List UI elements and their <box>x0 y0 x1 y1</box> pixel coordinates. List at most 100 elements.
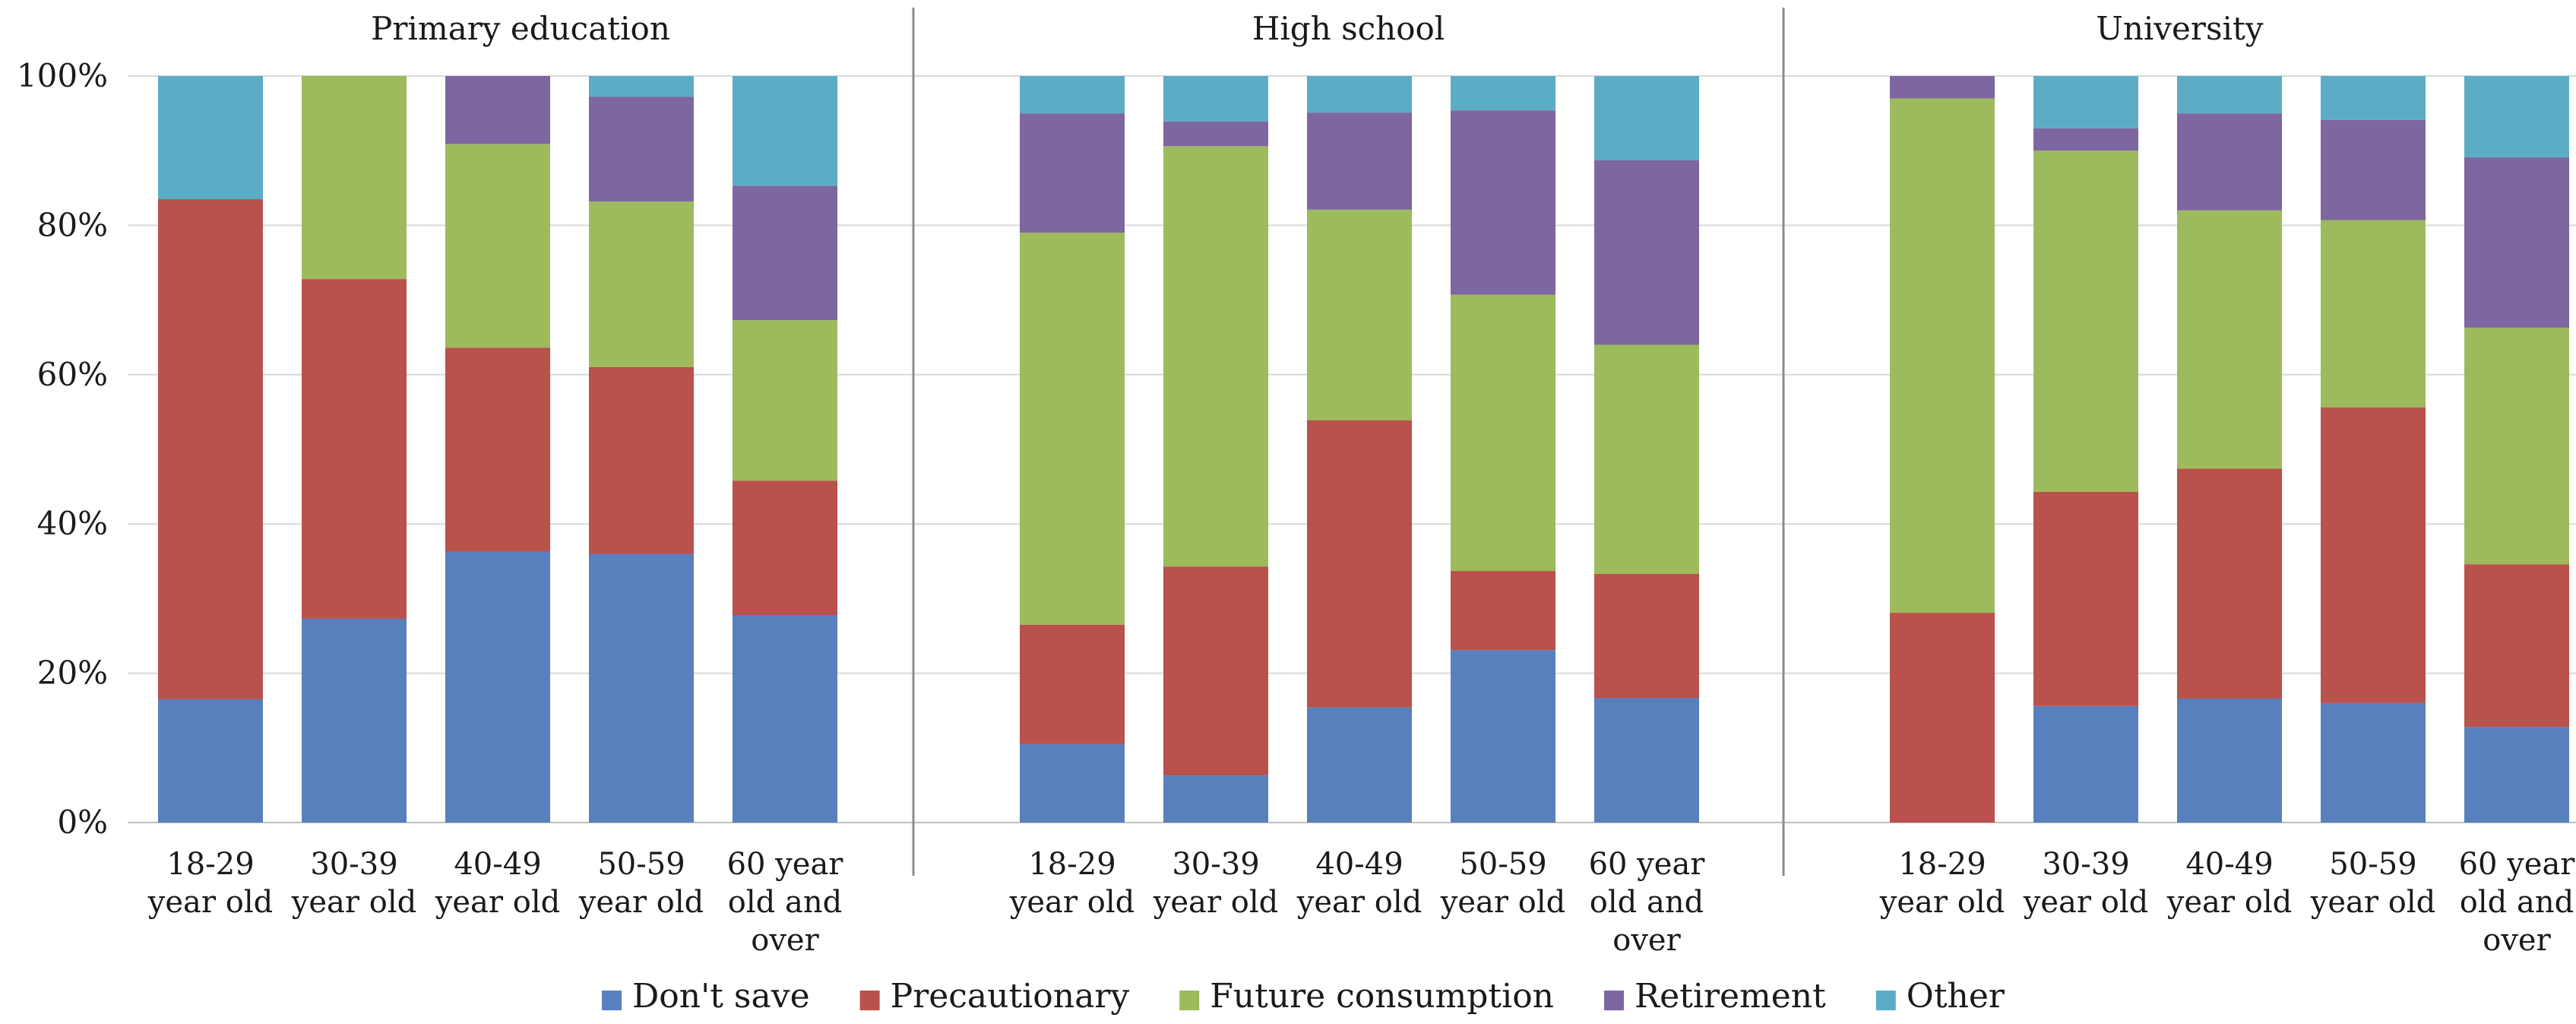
bar-segment <box>589 76 694 97</box>
x-tick-label: 50-59 <box>1459 847 1546 882</box>
bar-segment <box>2177 698 2282 823</box>
bar-segment <box>2464 76 2569 158</box>
legend-swatch <box>1179 991 1200 1010</box>
bar-segment <box>1163 121 1268 147</box>
legend: Don't save Precautionary Future consumptio… <box>602 977 2005 1016</box>
bar-segment <box>445 347 550 552</box>
panel-title: University <box>2096 10 2263 47</box>
x-tick-label: year old <box>2023 885 2148 920</box>
y-tick-label: 40% <box>37 505 108 542</box>
x-tick-label: year old <box>435 885 560 920</box>
bar-segment <box>1451 76 1555 111</box>
bar-segment <box>1451 571 1555 651</box>
bar-segment <box>2321 119 2426 220</box>
bar-segment <box>1451 110 1555 295</box>
x-tick-label: 40-49 <box>454 847 541 882</box>
bar-segment <box>2033 151 2138 492</box>
legend-item: Future consumption <box>1179 977 1554 1016</box>
x-tick-label: 50-59 <box>597 847 685 882</box>
bar-segment <box>2033 128 2138 151</box>
bar-segment <box>733 76 837 186</box>
legend-swatch <box>1875 991 1896 1010</box>
x-tick-label: 30-39 <box>2042 847 2129 882</box>
bar-segment <box>302 76 407 280</box>
bar-segment <box>158 199 263 699</box>
bar-segment <box>1020 743 1125 823</box>
x-tick-label: 18-29 <box>1898 847 1986 882</box>
bar-segment <box>733 480 837 616</box>
x-tick-label: year old <box>1153 885 1278 920</box>
bar-segment <box>2464 327 2569 565</box>
x-tick-label: year old <box>1440 885 1565 920</box>
bar-segment <box>2321 407 2426 703</box>
bar-segment <box>2321 702 2426 823</box>
x-tick-label: year old <box>2310 885 2435 920</box>
bar-segment <box>445 76 550 144</box>
bar-segment <box>1163 76 1268 122</box>
x-tick-label: year old <box>2166 885 2292 920</box>
bar-segment <box>1307 113 1412 210</box>
bar-segment <box>2033 76 2138 128</box>
legend-item: Other <box>1875 977 2005 1016</box>
x-tick-label: year old <box>147 885 273 920</box>
bar-segment <box>445 551 550 823</box>
bar-segment <box>158 76 263 200</box>
bar-segment <box>733 320 837 481</box>
bar-segment <box>2177 468 2282 699</box>
bar-segment <box>1020 76 1125 114</box>
bar-segment <box>2321 76 2426 120</box>
bar-segment <box>1890 98 1995 613</box>
bar-segment <box>589 366 694 554</box>
x-tick-label: old and <box>728 885 842 920</box>
bar-segment <box>1307 209 1412 420</box>
panel-title: Primary education <box>371 10 670 47</box>
legend-item: Don't save <box>602 977 810 1016</box>
x-tick-label: 60 year <box>2459 847 2576 882</box>
bar-segment <box>158 699 263 823</box>
y-tick-label: 0% <box>57 804 108 841</box>
bar-segment <box>2033 705 2138 823</box>
bar-segment <box>1020 233 1125 625</box>
x-tick-label: over <box>751 923 819 958</box>
x-tick-label: over <box>1612 923 1681 958</box>
bar-segment <box>733 185 837 321</box>
x-tick-label: 60 year <box>727 847 844 882</box>
x-tick-label: 30-39 <box>310 847 397 882</box>
y-tick-label: 100% <box>17 57 108 94</box>
x-tick-label: year old <box>291 885 416 920</box>
bar-segment <box>445 144 550 348</box>
bar-segment <box>1890 76 1995 99</box>
x-tick-label: old and <box>1590 885 1704 920</box>
legend-swatch <box>1604 991 1625 1010</box>
bar-segment <box>1307 420 1412 708</box>
bar-segment <box>2464 727 2569 823</box>
legend-label: Future consumption <box>1210 977 1554 1016</box>
bar-segment <box>2177 210 2282 469</box>
legend-label: Other <box>1907 977 2005 1016</box>
x-tick-label: 18-29 <box>166 847 254 882</box>
legend-swatch <box>602 991 622 1010</box>
bar-segment <box>1594 698 1699 823</box>
x-tick-label: 30-39 <box>1172 847 1259 882</box>
panel-title: High school <box>1252 10 1445 47</box>
bar-segment <box>1594 573 1699 699</box>
bar-segment <box>1451 294 1555 572</box>
x-tick-label: 40-49 <box>2185 847 2273 882</box>
legend-label: Precautionary <box>891 977 1130 1016</box>
bar-segment <box>2033 491 2138 706</box>
x-tick-label: old and <box>2460 885 2574 920</box>
bar-segment <box>733 615 837 823</box>
x-tick-label: year old <box>578 885 704 920</box>
x-tick-label: 40-49 <box>1315 847 1403 882</box>
bar-segment <box>2177 113 2282 211</box>
y-tick-label: 20% <box>37 655 108 692</box>
bar-segment <box>2177 76 2282 114</box>
bar-segment <box>1020 113 1125 233</box>
bar-segment <box>1451 650 1555 823</box>
bar-segment <box>1594 160 1699 345</box>
bar-segment <box>2464 564 2569 728</box>
legend-label: Retirement <box>1635 977 1826 1016</box>
bar-segment <box>1594 76 1699 160</box>
